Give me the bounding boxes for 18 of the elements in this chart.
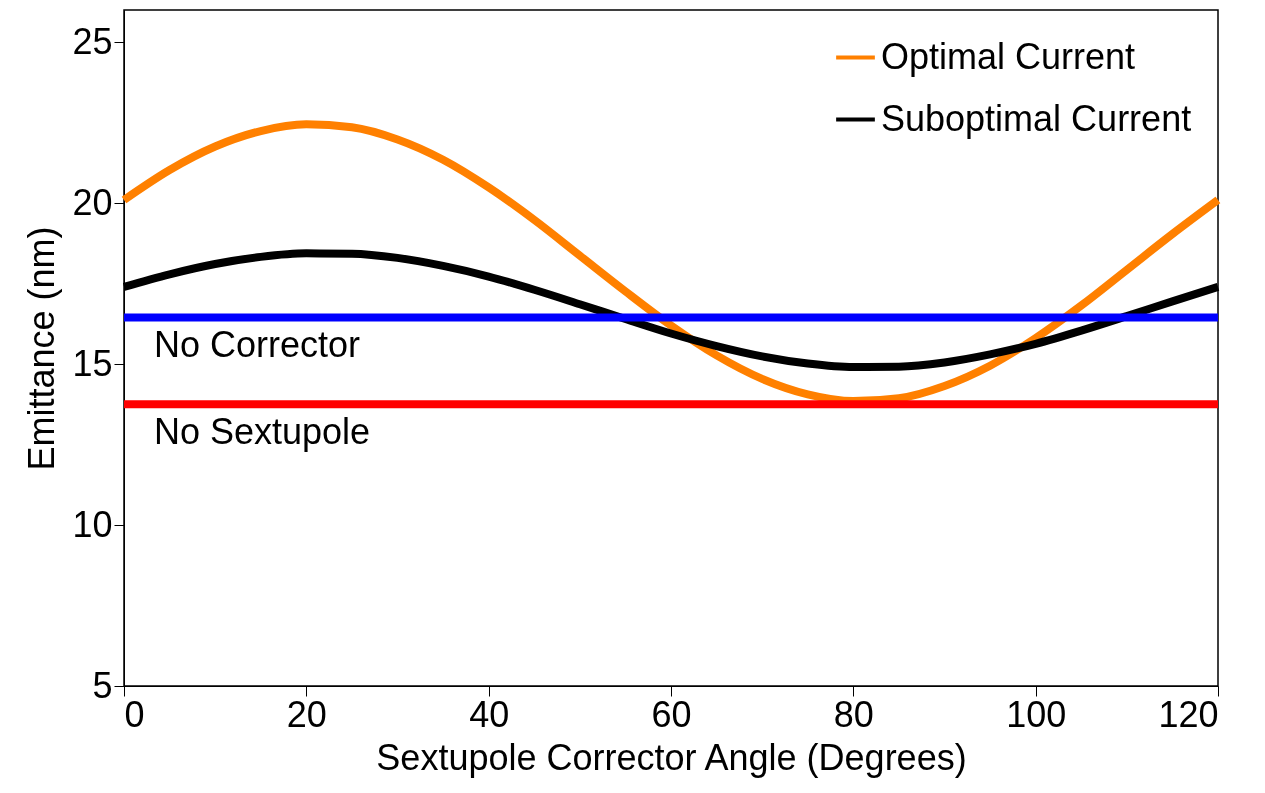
x-tick-label: 100 [1006, 693, 1067, 735]
x-tick-label: 60 [651, 693, 692, 735]
y-tick-label: 10 [72, 503, 113, 545]
x-tick-label: 0 [124, 693, 145, 735]
y-tick-label: 15 [72, 342, 113, 384]
ref-line-label: No Corrector [154, 324, 361, 366]
y-axis-title: Emittance (nm) [21, 226, 63, 471]
ref-line-label: No Sextupole [154, 411, 371, 453]
x-tick-label: 80 [833, 693, 874, 735]
legend-label: Optimal Current [881, 35, 1136, 77]
x-tick-label: 40 [469, 693, 510, 735]
x-tick-label: 20 [286, 693, 327, 735]
y-tick-label: 20 [72, 181, 113, 223]
x-tick-label: 120 [1158, 693, 1219, 735]
y-tick-label: 25 [72, 20, 113, 62]
legend-label: Suboptimal Current [881, 97, 1192, 139]
x-axis-title: Sextupole Corrector Angle (Degrees) [376, 736, 967, 778]
y-tick-label: 5 [92, 664, 113, 706]
